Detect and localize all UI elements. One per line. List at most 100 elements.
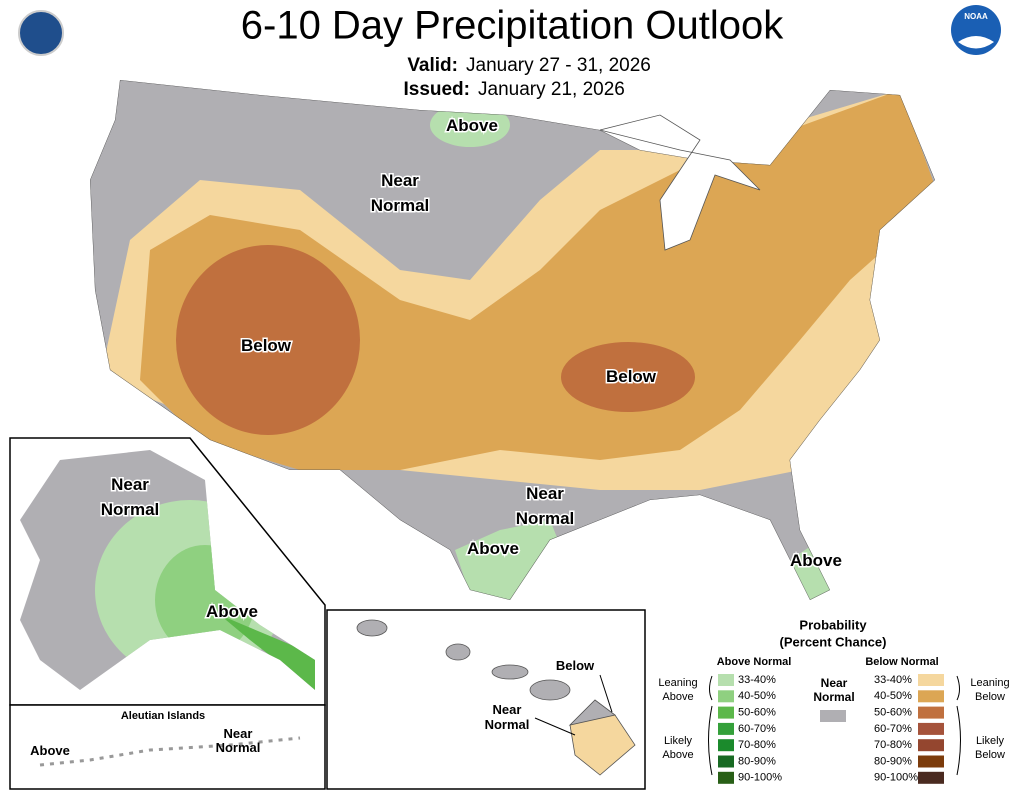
label-line: Likely: [664, 735, 693, 747]
legend-swatch: [718, 722, 734, 735]
label-line: Above: [662, 749, 693, 761]
doc-seal: [18, 10, 64, 56]
legend-range: 70-80%: [738, 739, 776, 751]
below-50-area: [176, 245, 360, 435]
issued-date: January 21, 2026: [478, 79, 625, 100]
hawaii-islands: [356, 619, 636, 776]
conus-map: [90, 80, 935, 600]
map-label: Near Normal: [485, 702, 530, 732]
legend-heading: Below Normal: [865, 656, 938, 668]
legend-range: 80-90%: [738, 755, 776, 767]
aleutian-islands: [39, 736, 301, 767]
legend-swatch: [918, 674, 944, 686]
map-label: Above: [467, 539, 519, 558]
label-line: Above: [467, 539, 519, 558]
label-line: Below: [241, 336, 292, 355]
map-label: Below: [606, 367, 657, 386]
legend-range: 90-100%: [874, 772, 918, 784]
label-line: Leaning: [970, 677, 1009, 689]
label-line: Near: [224, 726, 253, 741]
legend-swatch: [918, 706, 944, 719]
map-label: Near Normal: [216, 726, 261, 755]
below-50-area: [561, 342, 695, 412]
legend-range: 60-70%: [738, 723, 776, 735]
legend-title: Probability: [799, 617, 867, 632]
legend-range: 90-100%: [738, 772, 782, 784]
map-label: Below: [556, 658, 595, 673]
legend-brace: [708, 675, 961, 776]
label-line: Above: [206, 602, 258, 621]
above-area: [455, 520, 560, 600]
legend-range: 60-70%: [874, 723, 912, 735]
valid-dates: January 27 - 31, 2026: [466, 55, 651, 76]
label-line: Below: [606, 367, 657, 386]
legend-swatch: [718, 755, 734, 768]
island: [356, 619, 388, 637]
aleutian-inset: [9, 704, 326, 790]
legend-range: 40-50%: [738, 690, 776, 702]
map-label: Near Normal: [101, 475, 160, 519]
valid-label: Valid:: [407, 55, 458, 76]
map-label: Likely Below: [975, 735, 1005, 761]
title: 6-10 Day Precipitation Outlook: [241, 4, 785, 48]
label-line: Above: [446, 116, 498, 135]
legend-swatch: [820, 710, 846, 722]
legend-heading: Above Normal: [717, 656, 792, 668]
label-line: Leaning: [658, 677, 697, 689]
label-line: Normal: [516, 509, 575, 528]
legend-range: 80-90%: [874, 755, 912, 767]
label-line: Near: [821, 676, 848, 690]
label-line: Near: [111, 475, 149, 494]
label-line: Normal: [101, 500, 160, 519]
map-label: Near Normal: [516, 484, 575, 528]
leader-line: [599, 674, 613, 713]
legend-swatch: [918, 755, 944, 768]
issued-label: Issued:: [403, 79, 470, 100]
label-line: Below: [556, 658, 595, 673]
legend-swatch: [918, 690, 944, 703]
legend-range: 50-60%: [738, 707, 776, 719]
legend-range: 33-40%: [738, 674, 776, 686]
label-line: Above: [662, 691, 693, 703]
legend-range: 33-40%: [874, 674, 912, 686]
island: [529, 679, 571, 701]
label-line: Normal: [216, 740, 261, 755]
label-line: Near: [526, 484, 564, 503]
legend-range: 70-80%: [874, 739, 912, 751]
label-line: Above: [30, 743, 70, 758]
map-label: Near Normal: [371, 171, 430, 215]
label-line: Normal: [813, 690, 854, 704]
map-label: Near Normal: [813, 676, 854, 704]
label-line: Above: [790, 551, 842, 570]
map-label: Above: [30, 743, 70, 758]
legend-subtitle: (Percent Chance): [780, 634, 887, 649]
noaa-logo-bird: [958, 36, 994, 49]
legend-swatch: [718, 706, 734, 719]
aleutian-title: Aleutian Islands: [121, 710, 205, 722]
legend-swatch: [718, 674, 734, 686]
label-line: Near: [381, 171, 419, 190]
legend-swatch: [918, 771, 944, 784]
legend-swatch: [918, 739, 944, 752]
label-line: Likely: [976, 735, 1005, 747]
noaa-text: NOAA: [964, 12, 988, 21]
legend-range: 40-50%: [874, 690, 912, 702]
label-line: Below: [975, 749, 1005, 761]
legend-swatch: [918, 722, 944, 735]
label-line: Near: [493, 702, 522, 717]
map-label: Leaning Above: [658, 677, 697, 703]
legend-range: 50-60%: [874, 707, 912, 719]
map-label: Above: [206, 602, 258, 621]
legend-swatch: [718, 690, 734, 703]
map-label: Below: [241, 336, 292, 355]
label-line: Normal: [485, 717, 530, 732]
island: [445, 643, 471, 661]
label-line: Normal: [371, 196, 430, 215]
island: [491, 664, 529, 680]
island: [568, 699, 616, 726]
legend-swatch: [718, 739, 734, 752]
legend-swatch: [718, 771, 734, 784]
label-line: Below: [975, 691, 1005, 703]
map-label: Likely Above: [662, 735, 693, 761]
